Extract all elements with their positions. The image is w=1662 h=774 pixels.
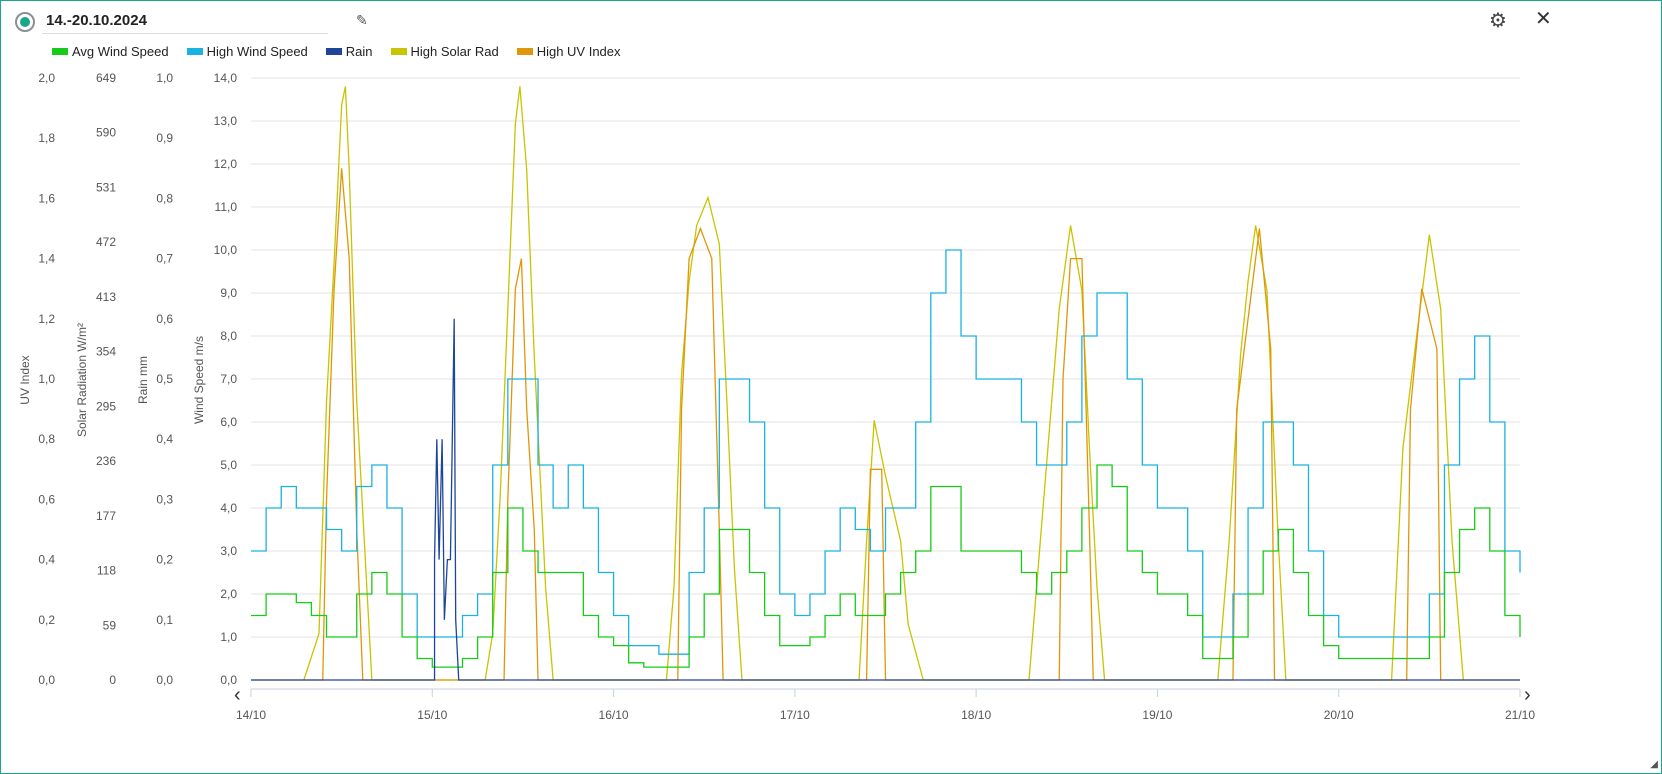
wind-tick-label: 13,0	[214, 114, 238, 128]
wind-tick-label: 8,0	[220, 329, 237, 343]
uv-tick-label: 0,0	[38, 673, 55, 687]
gear-icon[interactable]: ⚙	[1489, 10, 1507, 32]
rain-tick-label: 0,4	[156, 432, 173, 446]
uv-tick-label: 1,4	[38, 252, 55, 266]
series-rain	[251, 318, 1520, 681]
wind-tick-label: 4,0	[220, 501, 237, 515]
wind-tick-label: 5,0	[220, 458, 237, 472]
rain-tick-label: 0,2	[156, 553, 173, 567]
uv-tick-label: 2,0	[38, 71, 55, 85]
series-avg-wind-speed	[251, 464, 1521, 668]
legend-label: High UV Index	[536, 44, 621, 59]
rain-tick-label: 0,9	[156, 131, 173, 145]
wind-tick-label: 6,0	[220, 415, 237, 429]
solar-tick-label: 177	[96, 509, 116, 523]
solar-tick-label: 118	[97, 564, 116, 578]
uv-tick-label: 0,8	[38, 432, 55, 446]
legend-item-solar[interactable]: High Solar Rad	[390, 44, 499, 59]
pencil-icon[interactable]: ✎	[356, 12, 368, 28]
resize-handle-icon[interactable]: ◢	[1650, 759, 1658, 770]
legend-swatch	[186, 48, 203, 55]
solar-tick-label: 472	[96, 235, 116, 249]
x-tick-label: 16/10	[599, 708, 629, 722]
rain-tick-label: 0,5	[156, 372, 173, 386]
chevron-left-icon[interactable]: ‹	[234, 684, 241, 706]
rain-tick-label: 0,0	[156, 673, 173, 687]
uv-tick-label: 1,2	[38, 312, 55, 326]
wind-tick-label: 9,0	[220, 286, 237, 300]
wind-axis-title: Wind Speed m/s	[192, 336, 206, 424]
solar-tick-label: 354	[96, 345, 116, 359]
wind-tick-label: 2,0	[220, 587, 237, 601]
legend-swatch	[52, 48, 68, 55]
wind-tick-label: 10,0	[214, 243, 238, 257]
wind-tick-label: 1,0	[220, 630, 237, 644]
x-tick-label: 17/10	[780, 708, 810, 722]
series-high-wind-speed	[251, 249, 1521, 655]
x-tick-label: 14/10	[236, 708, 266, 722]
close-icon[interactable]: ✕	[1535, 8, 1552, 30]
legend-swatch	[325, 48, 342, 55]
select-radio[interactable]	[15, 12, 35, 32]
uv-tick-label: 1,8	[38, 131, 55, 145]
solar-tick-label: 236	[96, 454, 116, 468]
rain-tick-label: 0,3	[156, 492, 173, 506]
legend-item-avg-wind[interactable]: Avg Wind Speed	[52, 44, 169, 59]
solar-tick-label: 413	[96, 290, 116, 304]
wind-tick-label: 14,0	[214, 71, 238, 85]
legend-swatch	[516, 48, 533, 55]
legend-swatch	[390, 48, 407, 55]
uv-tick-label: 0,2	[38, 613, 55, 627]
legend-label: High Solar Rad	[410, 44, 499, 59]
solar-tick-label: 295	[96, 399, 116, 413]
wind-tick-label: 12,0	[214, 157, 238, 171]
solar-axis-title: Solar Radiation W/m²	[75, 323, 89, 437]
wind-tick-label: 7,0	[220, 372, 237, 386]
legend-item-uv[interactable]: High UV Index	[516, 44, 621, 59]
solar-tick-label: 0	[109, 673, 116, 687]
x-tick-label: 15/10	[417, 708, 447, 722]
wind-tick-label: 3,0	[220, 544, 237, 558]
wind-tick-label: 11,0	[215, 200, 238, 214]
uv-tick-label: 1,6	[38, 191, 55, 205]
rain-tick-label: 0,7	[156, 252, 173, 266]
uv-tick-label: 0,6	[38, 492, 55, 506]
legend: Avg Wind Speed High Wind Speed Rain High…	[52, 44, 621, 59]
legend-item-high-wind[interactable]: High Wind Speed	[186, 44, 308, 59]
chevron-right-icon[interactable]: ›	[1524, 684, 1531, 706]
x-tick-label: 20/10	[1324, 708, 1354, 722]
solar-tick-label: 531	[96, 180, 116, 194]
legend-label: High Wind Speed	[206, 44, 308, 59]
uv-axis-title: UV Index	[18, 355, 32, 404]
rain-tick-label: 1,0	[156, 71, 173, 85]
rain-tick-label: 0,6	[156, 312, 173, 326]
rain-tick-label: 0,1	[156, 613, 173, 627]
rain-axis-title: Rain mm	[136, 356, 150, 404]
legend-item-rain[interactable]: Rain	[325, 44, 373, 59]
chart-title-input[interactable]: 14.-20.10.2024	[42, 11, 328, 34]
uv-tick-label: 1,0	[38, 372, 55, 386]
rain-tick-label: 0,8	[156, 191, 173, 205]
x-tick-label: 18/10	[961, 708, 991, 722]
uv-tick-label: 0,4	[38, 553, 55, 567]
x-tick-label: 19/10	[1142, 708, 1172, 722]
solar-tick-label: 59	[103, 618, 117, 632]
x-tick-label: 21/10	[1505, 708, 1535, 722]
solar-tick-label: 590	[96, 126, 116, 140]
wind-tick-label: 0,0	[220, 673, 237, 687]
legend-label: Avg Wind Speed	[72, 44, 169, 59]
solar-tick-label: 649	[96, 71, 116, 85]
legend-label: Rain	[345, 44, 373, 59]
